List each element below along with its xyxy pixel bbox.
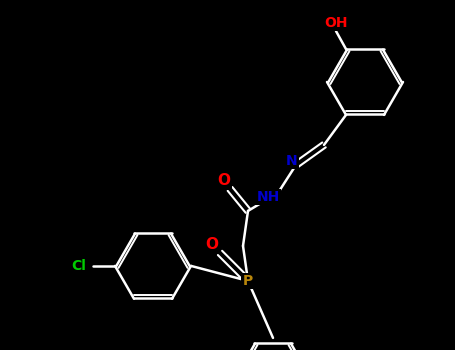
Text: NH: NH [256,190,280,204]
Text: O: O [217,173,231,188]
Text: OH: OH [324,16,348,30]
Text: N: N [286,154,298,168]
Text: P: P [243,274,253,288]
Text: Cl: Cl [71,259,86,273]
Text: O: O [206,237,218,252]
